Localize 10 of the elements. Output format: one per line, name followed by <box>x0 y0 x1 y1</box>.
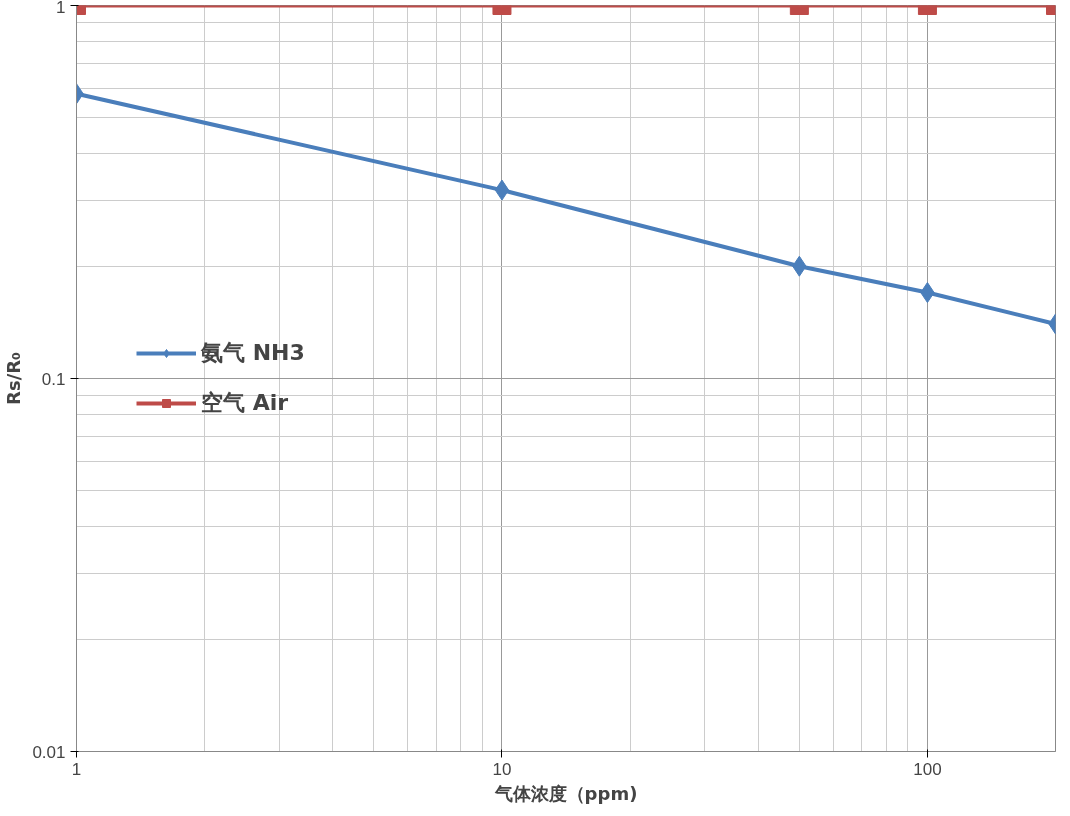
x-axis-title: 气体浓度（ppm) <box>493 782 638 804</box>
y-tick-label: 0.1 <box>41 369 66 389</box>
x-tick-label: 1 <box>71 759 82 779</box>
y-tick-label: 0.01 <box>32 742 66 762</box>
legend-label: 空气 Air <box>201 389 289 417</box>
x-tick-label: 10 <box>492 759 512 779</box>
y-tick-label: 1 <box>56 0 66 17</box>
x-tick-label: 100 <box>913 759 942 779</box>
y-axis-title: Rs/R₀ <box>3 351 25 405</box>
legend-label: 氨气 NH3 <box>201 339 305 367</box>
